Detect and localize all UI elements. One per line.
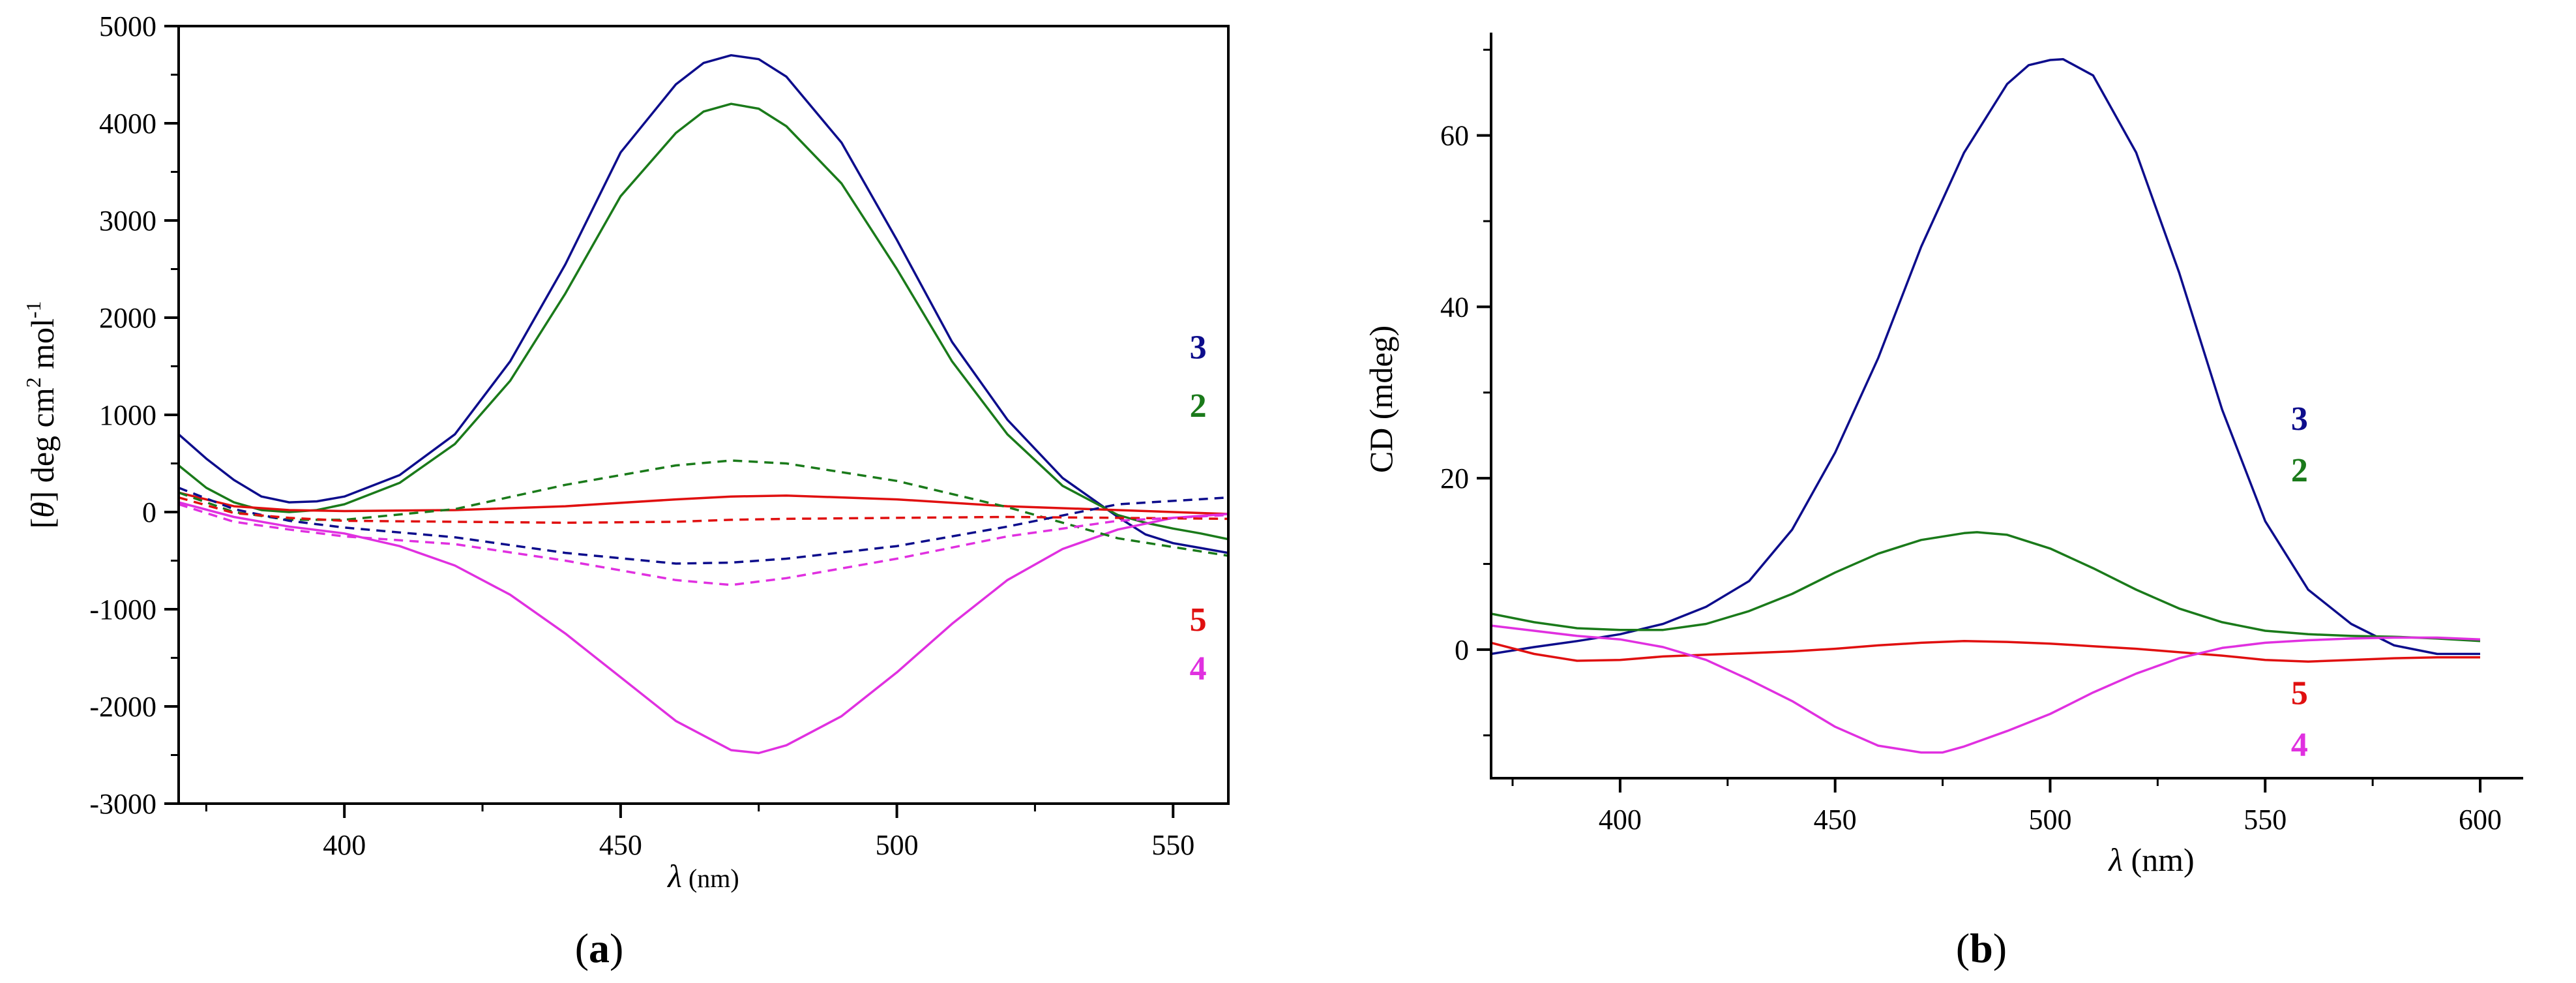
- series-line-3-dashed: [179, 487, 1228, 565]
- panel-a-series-labels: 3 2 5 4: [1190, 329, 1207, 688]
- y-tick-label: 1000: [99, 399, 156, 431]
- series-line-4: [1491, 624, 2481, 754]
- series-label-4: 4: [1190, 650, 1207, 687]
- series-line-2: [1491, 531, 2481, 643]
- series-line-3: [1491, 57, 2480, 656]
- panel-b: 400 450 500 550 600 0 20 40 60 3 2 5 4 λ (nm) CD (m…: [1363, 33, 2523, 971]
- series-label-4: 4: [2291, 726, 2308, 763]
- panel-a-x-axis-title: λ (nm): [666, 858, 739, 894]
- series-label-3: 3: [2291, 401, 2308, 438]
- y-tick-label: 4000: [99, 108, 156, 140]
- y-tick-label: 0: [1455, 634, 1469, 666]
- x-tick-label: 400: [323, 829, 366, 861]
- series-label-5: 5: [1190, 601, 1207, 639]
- series-line-5-dashed: [179, 496, 1228, 524]
- panel-b-ticks: 400 450 500 550 600 0 20 40 60: [1440, 48, 2502, 836]
- x-tick-label: 400: [1599, 804, 1642, 836]
- series-line-4-dashed: [179, 503, 1228, 586]
- series-line-5: [1491, 640, 2480, 663]
- x-tick-label: 450: [599, 829, 642, 861]
- panel-a-label: (a): [575, 925, 624, 971]
- y-tick-label: 20: [1440, 462, 1469, 494]
- y-tick-label: 2000: [99, 302, 156, 334]
- panel-b-label: (b): [1956, 925, 2007, 971]
- y-tick-label: 0: [142, 496, 156, 528]
- panel-b-x-axis-title: λ (nm): [2107, 841, 2194, 878]
- x-tick-label: 450: [1814, 804, 1857, 836]
- panel-a-y-axis-title: [θ] deg cm2 mol-1: [22, 301, 61, 528]
- series-line-3: [179, 53, 1228, 554]
- panel-b-y-axis-title: CD (mdeg): [1363, 325, 1399, 473]
- series-line-2: [179, 102, 1228, 541]
- panel-b-curves: [1491, 57, 2481, 754]
- y-tick-label: 3000: [99, 205, 156, 237]
- y-tick-label: -3000: [89, 788, 156, 820]
- panel-a: 400 450 500 550 -3000 -2000 -1000 0 1000 2000 3000…: [22, 10, 1230, 971]
- x-tick-label: 550: [1151, 829, 1194, 861]
- series-line-5: [179, 491, 1228, 515]
- series-label-3: 3: [1190, 329, 1207, 367]
- panel-a-curves: [179, 53, 1228, 755]
- series-label-2: 2: [2291, 452, 2308, 489]
- y-tick-label: -1000: [89, 594, 156, 626]
- panel-a-ticks: 400 450 500 550 -3000 -2000 -1000 0 1000 2000 3000…: [89, 10, 1194, 861]
- x-tick-label: 500: [876, 829, 919, 861]
- series-label-5: 5: [2291, 675, 2308, 712]
- y-tick-label: 5000: [99, 10, 156, 42]
- series-line-4: [179, 501, 1228, 755]
- x-tick-label: 600: [2459, 804, 2502, 836]
- x-tick-label: 550: [2243, 804, 2287, 836]
- y-tick-label: 40: [1440, 291, 1469, 323]
- panel-a-frame: [177, 25, 1230, 805]
- series-label-2: 2: [1190, 387, 1207, 425]
- y-tick-label: -2000: [89, 691, 156, 723]
- panel-b-series-labels: 3 2 5 4: [2291, 401, 2308, 763]
- x-tick-label: 500: [2028, 804, 2071, 836]
- y-tick-label: 60: [1440, 120, 1469, 152]
